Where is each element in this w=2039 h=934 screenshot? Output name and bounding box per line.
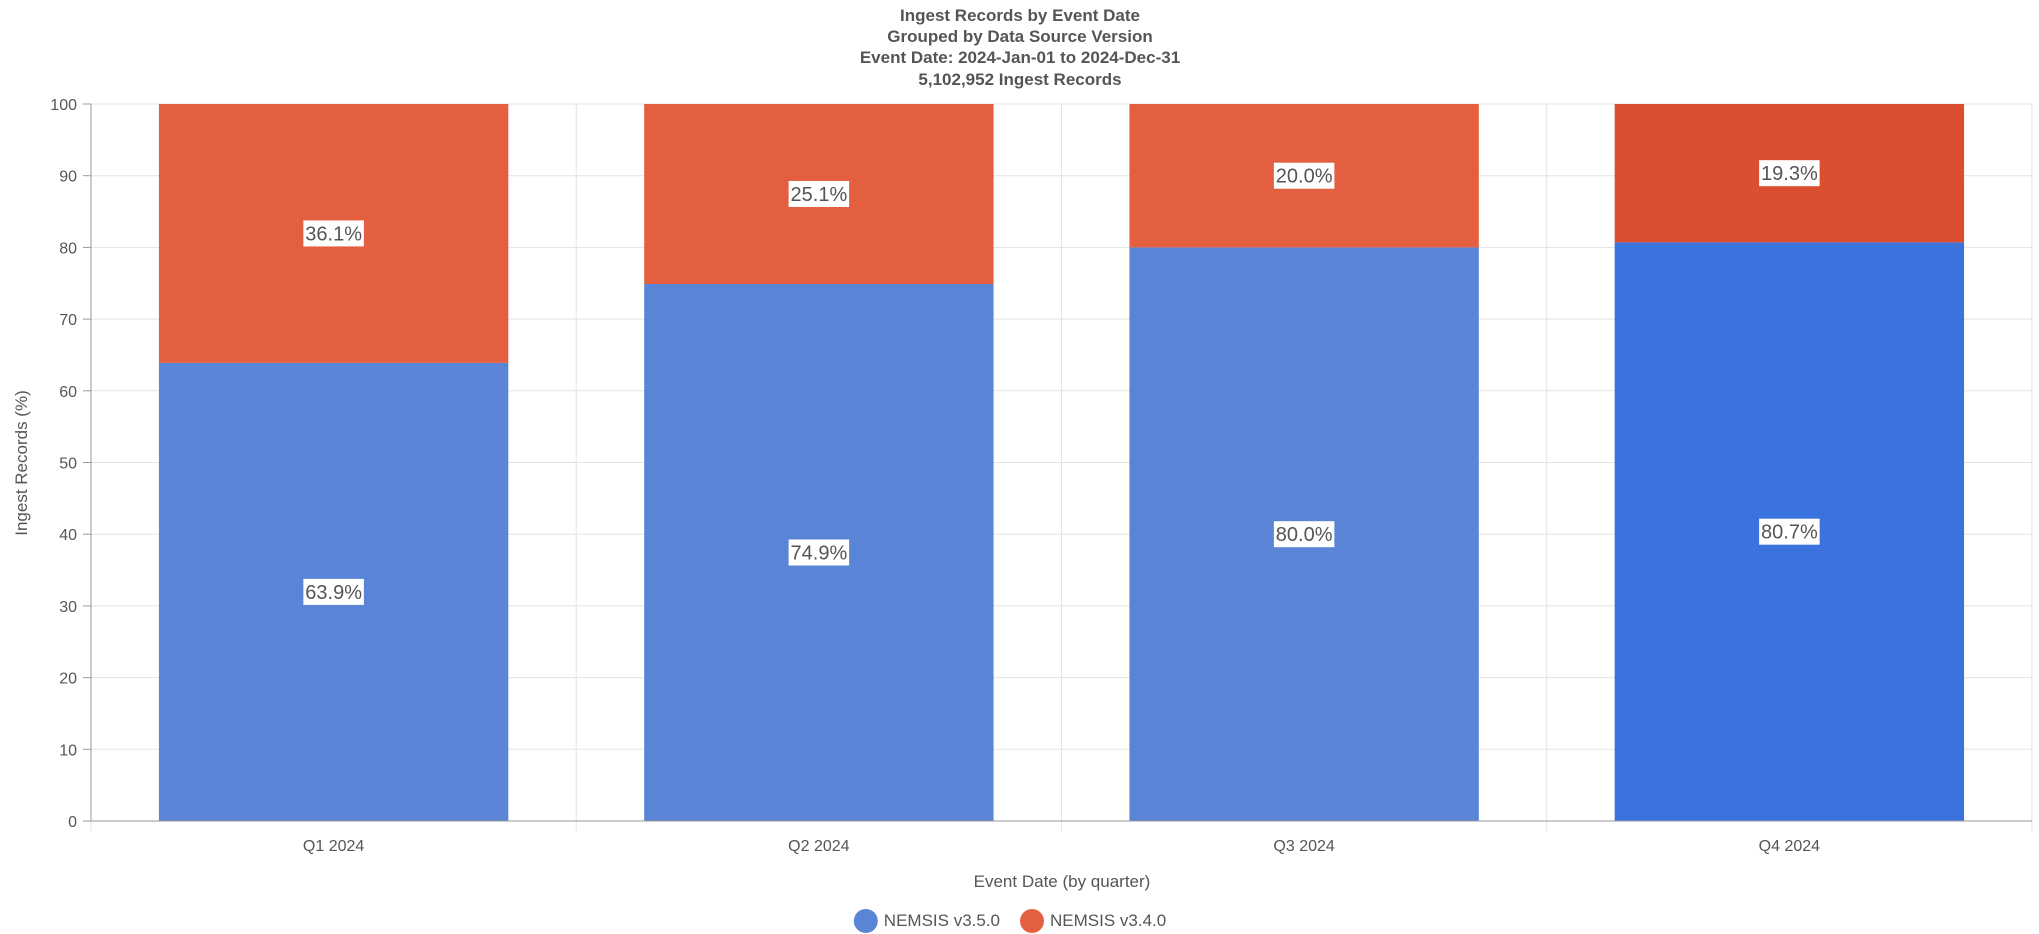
y-axis-title: Ingest Records (%) (12, 390, 31, 536)
y-tick-label: 80 (59, 240, 77, 257)
y-tick-label: 10 (59, 742, 77, 759)
x-tick-label: Q3 2024 (1273, 838, 1334, 855)
chart-title-line-1: Ingest Records by Event Date (900, 6, 1140, 25)
data-label-box (303, 220, 364, 247)
chart-title-line-2: Grouped by Data Source Version (887, 27, 1152, 46)
data-label-box (303, 578, 364, 605)
y-tick-label: 20 (59, 671, 77, 688)
legend-label: NEMSIS v3.4.0 (1050, 911, 1166, 930)
data-label-box (1759, 160, 1820, 187)
axes: 0 10 20 30 40 50 60 70 80 90 100 Q1 2024 Q2 2024 Q3 2… (50, 97, 2032, 855)
legend-marker (853, 909, 878, 933)
data-label: 63.9% (305, 582, 362, 604)
y-tick-label: 70 (59, 312, 77, 329)
data-label: 80.0% (1276, 524, 1333, 546)
legend-marker (1020, 909, 1044, 933)
legend-item-v350[interactable]: NEMSIS v3.5.0 (853, 909, 1000, 933)
y-tick-label: 50 (59, 456, 77, 473)
x-tick-label: Q1 2024 (303, 838, 364, 855)
legend[interactable]: NEMSIS v3.5.0 NEMSIS v3.4.0 (853, 909, 1166, 933)
data-labels: 63.9% 36.1% 74.9% 25.1% 80.0% 20.0% 80.7% 19.3% (303, 160, 1820, 605)
chart-title: Ingest Records by Event Date Grouped by … (860, 6, 1180, 89)
data-label: 25.1% (791, 184, 848, 206)
data-label: 74.9% (791, 542, 848, 564)
y-tick-label: 100 (50, 97, 77, 114)
data-label: 19.3% (1761, 163, 1818, 185)
y-tick-label: 40 (59, 527, 77, 544)
data-label: 20.0% (1276, 166, 1333, 188)
y-tick-label: 90 (59, 169, 77, 186)
data-label-box (1759, 518, 1820, 545)
y-tick-label: 30 (59, 599, 77, 616)
data-label-box (788, 539, 850, 566)
data-label-box (1273, 162, 1335, 189)
chart-title-line-3: Event Date: 2024-Jan-01 to 2024-Dec-31 (860, 48, 1180, 67)
data-label-box (788, 180, 850, 207)
x-tick-label: Q4 2024 (1759, 838, 1820, 855)
x-axis-title: Event Date (by quarter) (974, 872, 1151, 891)
y-tick-label: 60 (59, 384, 77, 401)
data-label: 36.1% (305, 223, 362, 245)
y-tick-label: 0 (68, 814, 77, 831)
legend-item-v340[interactable]: NEMSIS v3.4.0 (1020, 909, 1166, 933)
legend-label: NEMSIS v3.5.0 (884, 911, 1000, 930)
x-tick-label: Q2 2024 (788, 838, 849, 855)
data-label-box (1273, 521, 1335, 548)
chart-title-line-4: 5,102,952 Ingest Records (918, 70, 1121, 89)
data-label: 80.7% (1761, 522, 1818, 544)
